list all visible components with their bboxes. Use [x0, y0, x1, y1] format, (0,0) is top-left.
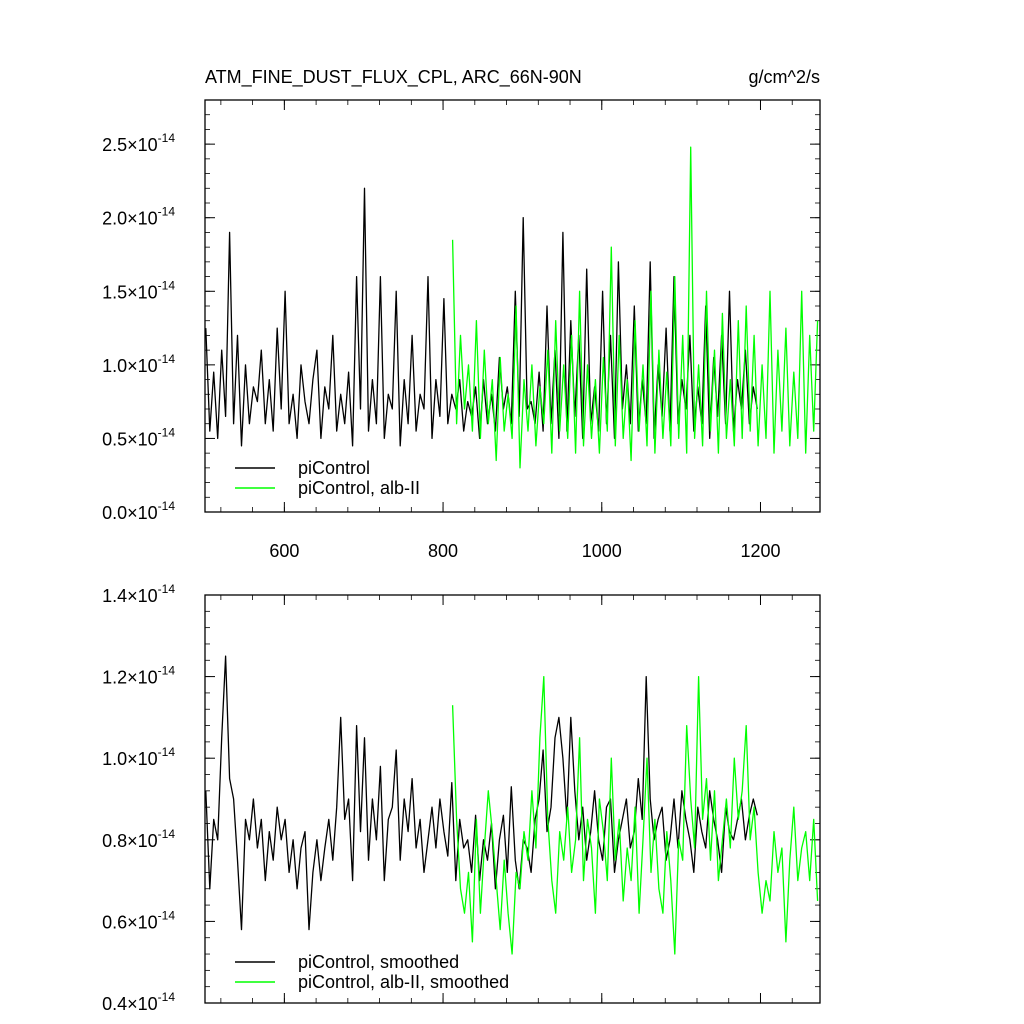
top-xtick-label: 600: [269, 541, 299, 561]
top-ytick-exponent: -14: [158, 205, 176, 219]
bottom-ytick-exponent: -14: [158, 745, 176, 759]
top-panel: 0.0×10-140.5×10-141.0×10-141.5×10-142.0×…: [102, 99, 821, 561]
units-label: g/cm^2/s: [749, 67, 820, 87]
top-ytick-exponent: -14: [158, 352, 176, 366]
bottom-ytick-exponent: -14: [158, 582, 176, 596]
top-legend-label-0: piControl: [298, 458, 370, 478]
bottom-plot-frame: [204, 594, 821, 1004]
bottom-legend-label-1: piControl, alb-II, smoothed: [298, 972, 509, 992]
bottom-ytick-exponent: -14: [158, 990, 176, 1004]
top-legend-label-1: piControl, alb-II: [298, 478, 420, 498]
top-series-line-1: [451, 146, 819, 469]
chart-title: ATM_FINE_DUST_FLUX_CPL, ARC_66N-90N: [205, 67, 582, 88]
bottom-panel: 0.4×10-140.6×10-140.8×10-141.0×10-141.2×…: [102, 582, 821, 1014]
bottom-ytick-exponent: -14: [158, 664, 176, 678]
bottom-ytick-exponent: -14: [158, 827, 176, 841]
bottom-ytick-exponent: -14: [158, 908, 176, 922]
top-ytick-label: 1.5×10-14: [102, 278, 175, 302]
bottom-legend-label-0: piControl, smoothed: [298, 952, 459, 972]
top-xtick-label: 800: [428, 541, 458, 561]
top-ytick-exponent: -14: [158, 278, 176, 292]
bottom-ytick-label: 1.0×10-14: [102, 745, 175, 769]
top-ytick-exponent: -14: [158, 425, 176, 439]
top-ytick-exponent: -14: [158, 131, 176, 145]
bottom-series-line-1: [451, 675, 819, 955]
top-ytick-label: 2.5×10-14: [102, 131, 175, 155]
top-xtick-label: 1200: [740, 541, 780, 561]
top-xtick-label: 1000: [582, 541, 622, 561]
top-ytick-label: 1.0×10-14: [102, 352, 175, 376]
top-ytick-exponent: -14: [158, 499, 176, 513]
